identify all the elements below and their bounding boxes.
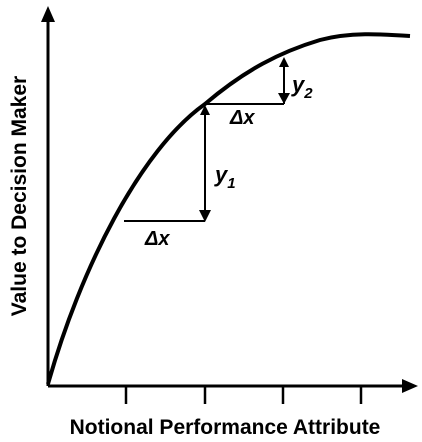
x-axis-arrowhead	[402, 379, 418, 393]
y1-arrowhead-bottom	[199, 210, 211, 222]
y1-label: y1	[214, 162, 236, 192]
y1-label-subscript: 1	[227, 175, 235, 192]
y2-label: y2	[291, 72, 313, 102]
y2-label-subscript: 2	[303, 85, 313, 102]
x-axis-label: Notional Performance Attribute	[70, 416, 381, 439]
value-curve	[46, 32, 411, 385]
y2-label-main: y	[291, 72, 306, 97]
y2-arrowhead-bottom	[278, 93, 290, 104]
delta-x-label-lower: Δx	[144, 228, 170, 250]
y-axis-arrowhead	[41, 6, 55, 22]
delta-x-label-upper: Δx	[229, 107, 255, 129]
y-axis-label: Value to Decision Maker	[8, 76, 31, 316]
y1-label-main: y	[214, 162, 229, 187]
